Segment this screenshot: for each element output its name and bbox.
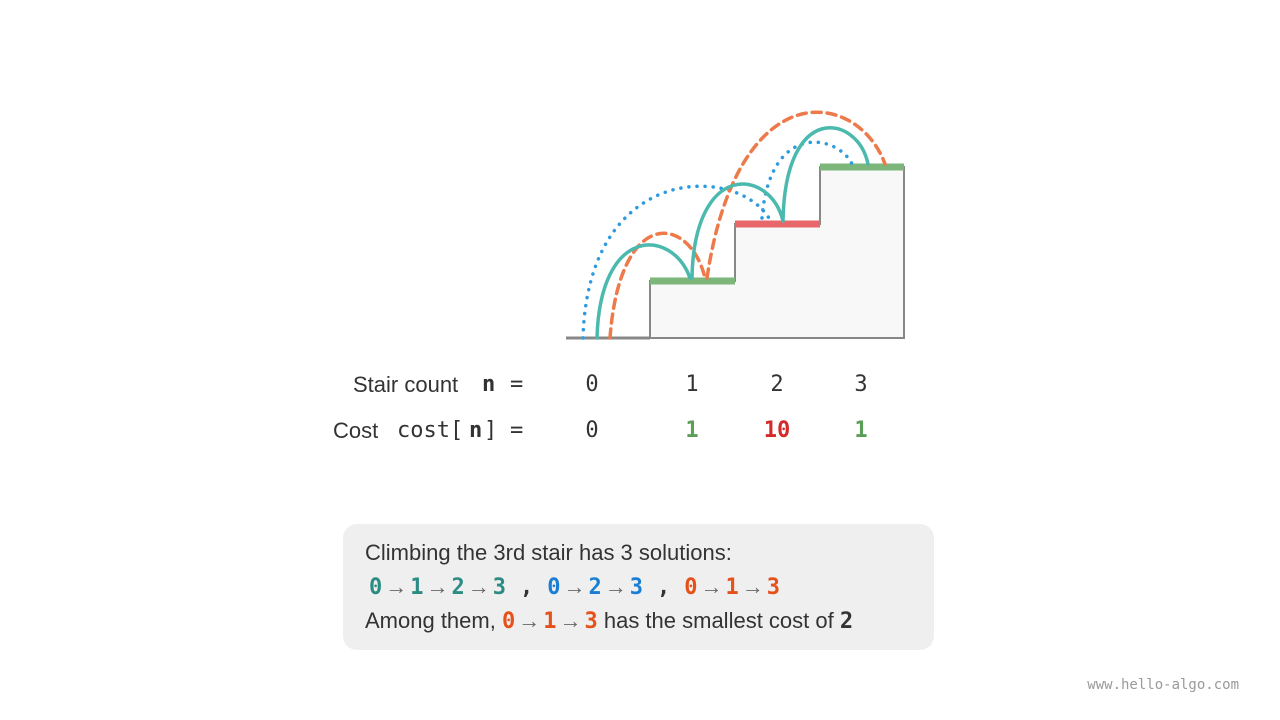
path-step: 0 — [684, 575, 698, 600]
path-step: 0 — [547, 575, 561, 600]
path-step: 1 — [725, 575, 739, 600]
arrow: → — [518, 608, 541, 633]
arrow: → — [559, 608, 582, 633]
n-symbol: n — [469, 418, 483, 443]
arrow: → — [700, 574, 723, 599]
arrow: → — [467, 574, 490, 599]
path-step: 3 — [492, 575, 506, 600]
caption-box: Climbing the 3rd stair has 3 solutions: … — [343, 524, 934, 650]
separator: , — [657, 575, 671, 600]
stair-cost: 1 — [685, 418, 699, 443]
caption-line: Climbing the 3rd stair has 3 solutions: — [365, 540, 732, 565]
path-step: 2 — [451, 575, 465, 600]
path-step: 3 — [584, 609, 598, 634]
stair-index: 1 — [685, 372, 699, 397]
stair-cost: 1 — [854, 418, 868, 443]
caption-solutions: 0 → 1 → 2 → 3, 0 → 2 → 3, 0 → 1 → 3 — [369, 576, 780, 599]
path-step: 1 — [543, 609, 557, 634]
jump-arc — [581, 184, 772, 340]
stairs — [649, 166, 905, 339]
arrow: → — [426, 574, 449, 599]
stair-cost: 0 — [585, 418, 599, 443]
jump-arc — [690, 182, 785, 280]
arrow: → — [563, 574, 586, 599]
jump-arc — [705, 110, 887, 280]
jump-arc — [760, 140, 854, 220]
path-step: 1 — [410, 575, 424, 600]
path-step: 0 — [501, 609, 516, 634]
cost-label: Cost — [333, 418, 379, 443]
stair-cost: 10 — [763, 418, 791, 443]
arrow: → — [741, 574, 764, 599]
caption-text: Among them, — [365, 608, 496, 633]
arrow: → — [385, 574, 408, 599]
min-cost: 2 — [839, 609, 854, 634]
watermark: www.hello-algo.com — [1087, 677, 1239, 693]
n-symbol: n — [482, 372, 496, 397]
arrow: → — [604, 574, 627, 599]
separator: , — [520, 575, 534, 600]
cost-close: ] — [484, 418, 498, 443]
path-step: 2 — [588, 575, 602, 600]
path-step: 3 — [766, 575, 780, 600]
stair-index: 3 — [854, 372, 868, 397]
count-label: Stair count — [353, 372, 459, 397]
jump-arc — [608, 231, 707, 340]
stair-index: 0 — [585, 372, 599, 397]
jump-arc — [781, 126, 870, 223]
equals: = — [510, 418, 524, 443]
caption-text: has the smallest cost of — [603, 608, 834, 633]
cost-open: cost[ — [397, 418, 464, 443]
caption-line: Among them, 0 → 1 → 3 has the smallest cost … — [365, 610, 853, 633]
path-step: 0 — [369, 575, 383, 600]
equals: = — [510, 372, 524, 397]
jump-arc — [595, 243, 692, 340]
path-step: 3 — [629, 575, 643, 600]
stair-index: 2 — [770, 372, 784, 397]
